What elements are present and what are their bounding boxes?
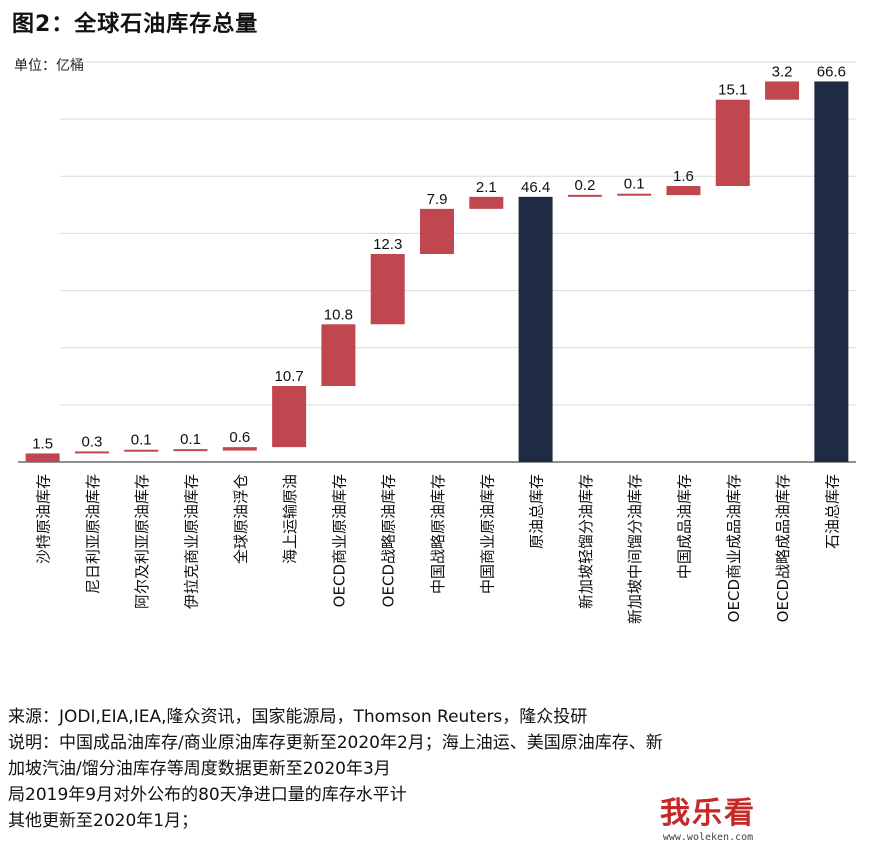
value-label: 0.6 [229,429,250,446]
category-label: OECD商业原油库存 [330,474,348,607]
value-label: 10.8 [324,306,353,323]
value-label: 3.2 [772,63,793,80]
value-label: 0.1 [131,432,152,449]
increment-bar [272,386,307,448]
increment-bar [74,451,109,454]
increment-bar [222,447,257,451]
category-label: 阿尔及利亚原油库存 [133,474,151,609]
value-label: 46.4 [521,179,550,196]
increment-bar [370,254,405,325]
increment-bar [25,453,60,462]
bars [25,81,849,462]
increment-bar [617,193,652,196]
increment-bar [321,324,356,386]
value-label: 10.7 [275,368,304,385]
category-label: 中国战略原油库存 [429,474,447,594]
category-label: 沙特原油库存 [35,474,53,564]
category-label: OECD战略原油库存 [380,474,398,607]
total-bar [518,196,553,462]
value-label: 7.9 [427,191,448,208]
category-label: 伊拉克商业原油库存 [183,474,201,609]
category-ticks: 沙特原油库存 尼日利亚原油库存 阿尔及利亚原油库存 伊拉克商业原油库存 全球原油浮仓 海上… [35,474,842,624]
chart-title: 图2：全球石油库存总量 [12,12,259,37]
increment-bar [666,186,701,196]
watermark-text: 我乐看 [660,796,756,831]
category-label: 中国成品油库存 [675,474,693,579]
value-label: 2.1 [476,179,497,196]
category-label: 新加坡中间馏分油库存 [626,474,644,624]
explanation-line-2: 加坡汽油/馏分油库存等周度数据更新至2020年3月 [8,759,391,779]
watermark-url: www.woleken.com [662,832,754,843]
increment-bar [173,449,208,452]
increment-bar [715,99,750,186]
category-label: 原油总库存 [528,474,546,549]
category-label: 全球原油浮仓 [232,474,250,564]
value-label: 0.1 [624,176,645,193]
total-bar [814,81,849,462]
source-note: 来源：JODI,EIA,IEA,隆众资讯，国家能源局，Thomson Reute… [8,707,588,727]
value-label: 12.3 [373,236,402,253]
increment-bar [124,449,159,452]
increment-bar [765,81,800,100]
category-label: OECD商业成品油库存 [725,474,743,622]
explanation-line-4: 其他更新至2020年1月； [8,811,199,831]
gridlines [18,61,856,463]
value-label: 66.6 [817,63,846,80]
value-label: 1.5 [32,435,53,452]
value-label: 0.1 [180,431,201,448]
notes-block: 来源：JODI,EIA,IEA,隆众资讯，国家能源局，Thomson Reute… [8,704,868,834]
value-label: 0.2 [574,177,595,194]
category-label: OECD战略成品油库存 [774,474,792,622]
explanation-line-1: 说明：中国成品油库存/商业原油库存更新至2020年2月；海上油运、美国原油库存、… [8,733,663,753]
category-label: 新加坡轻馏分油库存 [577,474,595,609]
waterfall-chart: 1.5 0.3 0.1 0.1 0.6 10.7 10.8 12.3 7.9 2.1 46.4 0.2… [18,61,856,624]
category-label: 中国商业原油库存 [478,474,496,594]
category-label: 尼日利亚原油库存 [84,474,102,594]
explanation-line-3: 局2019年9月对外公布的80天净进口量的库存水平计 [8,785,407,805]
increment-bar [469,196,504,209]
data-labels: 1.5 0.3 0.1 0.1 0.6 10.7 10.8 12.3 7.9 2.1 46.4 0.2… [32,63,846,452]
category-label: 海上运输原油 [281,474,299,564]
value-label: 1.6 [673,168,694,185]
increment-bar [567,194,602,197]
increment-bar [420,208,454,254]
category-label: 石油总库存 [823,474,841,549]
value-label: 0.3 [82,433,103,450]
watermark-logo: 我乐看 www.woleken.com [660,788,756,843]
value-label: 15.1 [718,82,747,99]
